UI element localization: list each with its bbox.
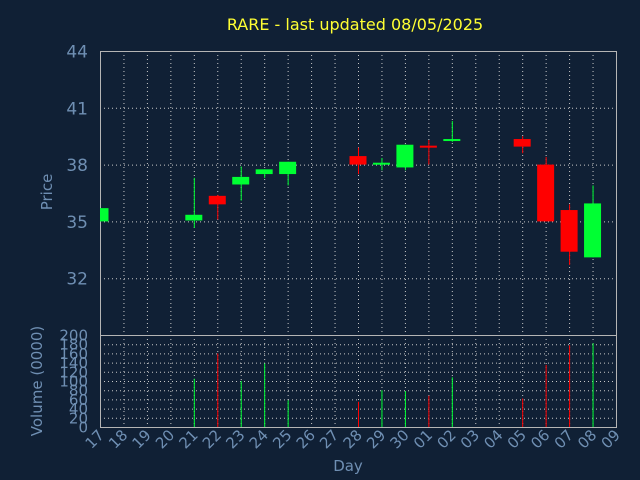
candle-body [185,214,203,221]
price-tick-label: 41 [66,99,88,119]
day-axis-label: Day [333,457,363,475]
day-tick-label: 28 [340,426,366,452]
day-tick-label: 09 [598,426,624,452]
candle-body [584,203,602,258]
volume-tick-label: 100 [59,373,88,391]
day-tick-label: 24 [246,426,272,452]
candle-body [560,210,578,252]
candle-body [537,164,555,222]
volume-tick-label: 180 [59,336,88,354]
volume-tick-label: 200 [59,327,88,345]
day-tick-label: 04 [480,426,506,452]
day-tick-label: 25 [269,426,295,452]
chart-title: RARE - last updated 08/05/2025 [227,15,483,34]
volume-tick-label: 40 [69,400,88,418]
day-tick-label: 07 [551,426,577,452]
day-tick-label: 05 [504,426,530,452]
candle-body [255,169,273,175]
volume-tick-label: 80 [69,382,88,400]
day-tick-label: 08 [574,426,600,452]
volume-tick-label: 140 [59,354,88,372]
day-tick-label: 21 [175,426,201,452]
volume-axis-label: Volume (0000) [28,326,46,436]
candle-body [513,139,531,147]
candle-body [419,145,437,148]
candle-body [232,176,250,185]
candle-body [372,162,390,165]
candle-body [349,156,367,165]
day-tick-label: 06 [527,426,553,452]
price-tick-label: 32 [66,270,88,290]
day-tick-label: 19 [129,426,155,452]
volume-tick-label: 0 [78,419,88,437]
day-tick-label: 23 [222,426,248,452]
volume-tick-label: 60 [69,391,88,409]
price-axis-label: Price [38,174,56,211]
day-tick-label: 02 [433,426,459,452]
day-tick-label: 03 [457,426,483,452]
day-tick-label: 22 [199,426,225,452]
candle-body [208,195,226,205]
day-tick-label: 18 [105,426,131,452]
candle-body [396,144,414,168]
day-tick-label: 27 [316,426,342,452]
day-tick-label: 20 [152,426,178,452]
candle-body [100,208,109,222]
volume-tick-label: 20 [69,409,88,427]
day-tick-label: 30 [387,426,413,452]
day-tick-label: 29 [363,426,389,452]
volume-tick-label: 120 [59,363,88,381]
price-tick-label: 35 [66,213,88,233]
volume-tick-label: 160 [59,345,88,363]
day-tick-label: 26 [293,426,319,452]
candle-body [443,139,461,142]
day-tick-label: 01 [410,426,436,452]
price-tick-label: 44 [66,43,88,63]
candle-body [279,161,297,175]
price-tick-label: 38 [66,156,88,176]
volume-panel-frame [100,335,617,428]
